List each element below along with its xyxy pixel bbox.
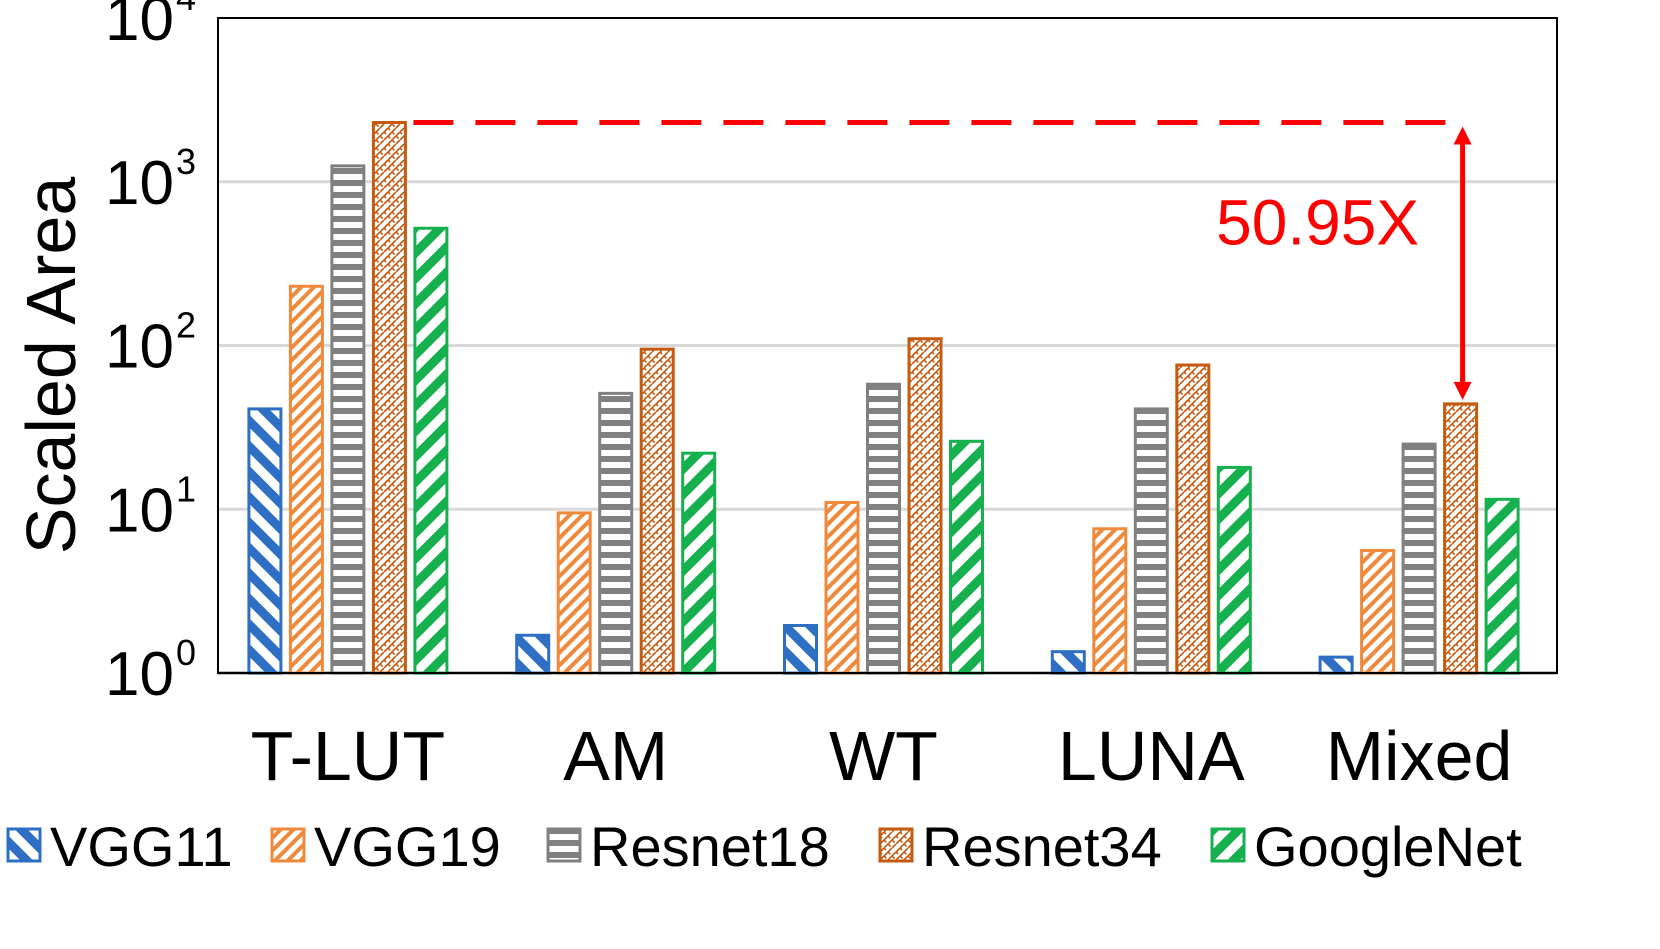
bar-t-lut-vgg11	[247, 407, 283, 675]
x-tick-label: WT	[829, 717, 938, 795]
y-tick-label: 10	[105, 0, 174, 54]
bar-t-lut-googlenet	[413, 226, 449, 675]
annotation-arrowhead-top	[1453, 126, 1472, 145]
bar-wt-resnet18	[866, 382, 901, 675]
bar-luna-vgg11	[1050, 650, 1086, 675]
legend: VGG11 VGG19 Resnet18 Resnet34 GoogleNet	[6, 815, 1522, 878]
category-labels: T-LUT AM WT LUNA Mixed	[251, 717, 1513, 795]
x-tick-label: T-LUT	[251, 717, 445, 795]
bar-t-lut-resnet18	[330, 164, 366, 675]
bar-mixed-vgg19	[1360, 548, 1396, 675]
legend-label: Resnet34	[922, 815, 1162, 878]
bar-mixed-googlenet	[1484, 497, 1520, 675]
legend-label: Resnet18	[590, 815, 830, 878]
bar-mixed-vgg11	[1318, 655, 1354, 675]
bar-t-lut-vgg19	[288, 284, 324, 675]
annotation-label: 50.95X	[1216, 187, 1419, 259]
y-tick-exponent: 2	[176, 305, 196, 346]
y-axis-label: Scaled Area	[12, 177, 90, 555]
y-tick-label: 10	[105, 149, 174, 218]
y-tick-label: 10	[105, 476, 174, 545]
bar-wt-vgg19	[824, 500, 860, 675]
bar-t-lut-resnet34	[371, 121, 407, 675]
legend-label: VGG11	[50, 815, 233, 878]
y-tick-label: 10	[105, 640, 174, 709]
bar-mixed-resnet34	[1443, 402, 1479, 675]
legend-label: VGG19	[314, 815, 501, 878]
comparison-annotation: 50.95X	[413, 120, 1472, 400]
x-tick-label: AM	[563, 717, 668, 795]
x-tick-label: LUNA	[1058, 717, 1245, 795]
legend-swatch	[270, 827, 306, 863]
bar-wt-googlenet	[949, 439, 984, 675]
plot-frame	[217, 17, 1558, 674]
bar-mixed-resnet18	[1401, 442, 1437, 675]
legend-swatch	[878, 827, 914, 863]
bar-am-vgg19	[556, 511, 592, 675]
bar-wt-vgg11	[783, 624, 818, 675]
legend-label: GoogleNet	[1254, 815, 1522, 878]
y-tick-exponent: 3	[176, 141, 196, 182]
legend-swatch	[1210, 827, 1246, 863]
bar-luna-googlenet	[1216, 465, 1252, 675]
y-tick-exponent: 4	[176, 0, 196, 18]
bar-am-resnet34	[639, 347, 675, 675]
bar-am-googlenet	[681, 451, 717, 675]
bar-luna-resnet34	[1175, 363, 1211, 675]
bar-am-resnet18	[598, 391, 634, 675]
bar-wt-resnet34	[907, 337, 943, 675]
bar-luna-vgg19	[1092, 527, 1128, 675]
bar-luna-resnet18	[1133, 407, 1169, 675]
y-tick-exponent: 1	[176, 468, 196, 509]
legend-swatch	[546, 827, 582, 863]
y-tick-exponent: 0	[176, 632, 196, 673]
y-tick-label: 10	[105, 313, 174, 382]
y-tick-labels: 100101102103104	[105, 0, 196, 709]
x-tick-label: Mixed	[1326, 717, 1513, 795]
annotation-arrowhead-bottom	[1453, 381, 1472, 400]
bar-am-vgg11	[515, 633, 551, 675]
legend-swatch	[6, 827, 42, 863]
